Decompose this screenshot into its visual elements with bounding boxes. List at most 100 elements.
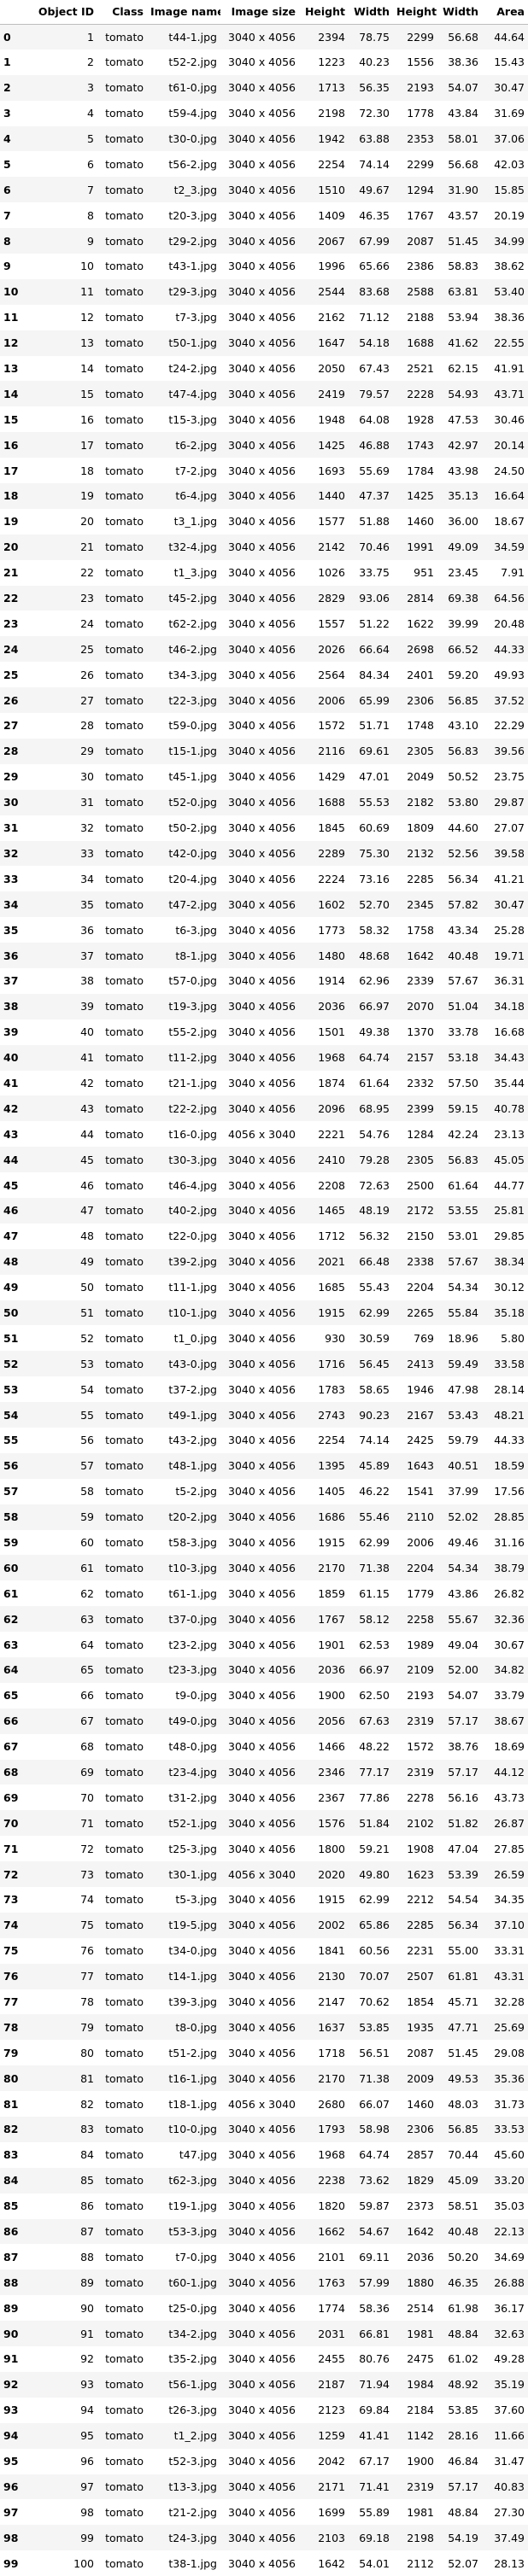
table-cell: 2170 <box>318 2071 345 2085</box>
table-cell: t15-3.jpg <box>168 412 217 426</box>
table-cell: 58.12 <box>359 1612 390 1626</box>
table-row: 58 59 tomato t20-2.jpg 3040 x 4056 1686 55.46 2… <box>0 1504 528 1530</box>
table-cell: 2009 <box>407 2071 434 2085</box>
table-cell: tomato <box>105 2556 144 2570</box>
table-cell: 56.83 <box>448 745 478 758</box>
table-cell: t1_3.jpg <box>173 566 217 580</box>
table-cell: 95 <box>80 2429 94 2443</box>
table-cell: 2170 <box>318 1561 345 1574</box>
table-cell: 2193 <box>407 81 434 95</box>
table-cell: tomato <box>105 1816 144 1830</box>
table-cell: 56.32 <box>359 1230 390 1243</box>
table-cell: 94 <box>80 2404 94 2417</box>
table-cell: 21 <box>80 540 94 554</box>
table-cell: tomato <box>105 2404 144 2417</box>
table-cell: 34.43 <box>494 1051 525 1065</box>
table-cell: 3040 x 4056 <box>228 1281 296 1294</box>
table-cell: 1880 <box>407 2275 434 2289</box>
table-cell: 3040 x 4056 <box>228 30 296 44</box>
table-cell: 56.83 <box>448 1153 478 1166</box>
table-row: 55 56 tomato t43-2.jpg 3040 x 4056 2254 74.14 2… <box>0 1427 528 1453</box>
table-cell: 53.85 <box>448 2404 478 2417</box>
row-index: 37 <box>3 974 19 988</box>
table-cell: 1395 <box>318 1459 345 1473</box>
table-cell: 67.63 <box>359 1714 390 1728</box>
table-cell: 2278 <box>407 1790 434 1804</box>
table-cell: 37.10 <box>494 1919 525 1932</box>
table-cell: tomato <box>105 81 144 95</box>
table-cell: 1773 <box>318 923 345 937</box>
table-row: 67 68 tomato t48-0.jpg 3040 x 4056 1466 48.22 1… <box>0 1733 528 1760</box>
table-cell: t61-0.jpg <box>168 81 217 95</box>
row-index: 31 <box>3 821 19 835</box>
table-cell: 1928 <box>407 412 434 426</box>
table-row: 65 66 tomato t9-0.jpg 3040 x 4056 1900 62.50 21… <box>0 1682 528 1709</box>
table-cell: 1900 <box>318 1689 345 1703</box>
table-cell: tomato <box>105 1689 144 1703</box>
table-cell: tomato <box>105 208 144 222</box>
table-cell: 2006 <box>407 1535 434 1549</box>
table-cell: 3040 x 4056 <box>228 616 296 630</box>
table-cell: 3040 x 4056 <box>228 1382 296 1396</box>
table-row: 24 25 tomato t46-2.jpg 3040 x 4056 2026 66.64 2… <box>0 636 528 663</box>
table-cell: 23.75 <box>494 770 525 784</box>
row-index: 65 <box>3 1689 19 1703</box>
table-cell: tomato <box>105 2455 144 2468</box>
table-cell: 84 <box>80 2148 94 2162</box>
table-cell: t52-0.jpg <box>168 796 217 809</box>
table-cell: 18 <box>80 464 94 477</box>
table-cell: 46 <box>80 1178 94 1192</box>
table-cell: 43.31 <box>494 1970 525 1983</box>
table-cell: 81 <box>80 2071 94 2085</box>
table-cell: 1996 <box>318 260 345 273</box>
row-index: 56 <box>3 1459 19 1473</box>
table-cell: 67.99 <box>359 234 390 248</box>
table-row: 6 7 tomato t2_3.jpg 3040 x 4056 1510 49.67 1294… <box>0 177 528 203</box>
table-cell: 2319 <box>407 2480 434 2493</box>
table-cell: t40-2.jpg <box>168 1204 217 1218</box>
table-cell: t37-2.jpg <box>168 1382 217 1396</box>
table-row: 15 16 tomato t15-3.jpg 3040 x 4056 1948 64.08 1… <box>0 406 528 433</box>
row-index: 47 <box>3 1230 19 1243</box>
table-cell: 1577 <box>318 515 345 529</box>
table-cell: 48.03 <box>448 2097 478 2111</box>
table-cell: 29.85 <box>494 1230 525 1243</box>
table-cell: 3040 x 4056 <box>228 2556 296 2570</box>
table-row: 22 23 tomato t45-2.jpg 3040 x 4056 2829 93.06 2… <box>0 585 528 611</box>
table-cell: 30 <box>80 770 94 784</box>
table-cell: 53.55 <box>448 1204 478 1218</box>
table-cell: 44.64 <box>494 30 525 44</box>
table-cell: 34.18 <box>494 1000 525 1013</box>
table-cell: 41.62 <box>448 336 478 350</box>
table-cell: 2198 <box>407 2531 434 2544</box>
row-index: 99 <box>3 2556 19 2570</box>
table-cell: 46.22 <box>359 1485 390 1498</box>
table-cell: 58.32 <box>359 923 390 937</box>
table-cell: 54 <box>80 1382 94 1396</box>
table-cell: 56.16 <box>448 1790 478 1804</box>
table-cell: 40.51 <box>448 1459 478 1473</box>
table-cell: 86 <box>80 2199 94 2213</box>
row-index: 1 <box>3 55 11 69</box>
table-cell: 62.99 <box>359 1893 390 1907</box>
row-index: 97 <box>3 2505 19 2519</box>
table-cell: 26.59 <box>494 1867 525 1881</box>
table-cell: 1602 <box>318 897 345 911</box>
table-row: 95 96 tomato t52-3.jpg 3040 x 4056 2042 67.17 1… <box>0 2448 528 2474</box>
table-cell: 2162 <box>318 311 345 324</box>
table-row: 82 83 tomato t10-0.jpg 3040 x 4056 1793 58.98 2… <box>0 2117 528 2142</box>
table-cell: 80.76 <box>359 2352 390 2366</box>
table-cell: 3040 x 4056 <box>228 2123 296 2136</box>
table-cell: 3040 x 4056 <box>228 2174 296 2188</box>
table-cell: tomato <box>105 489 144 503</box>
table-cell: 1874 <box>318 1076 345 1089</box>
table-cell: 1501 <box>318 1025 345 1039</box>
table-row: 75 76 tomato t34-0.jpg 3040 x 4056 1841 60.56 2… <box>0 1937 528 1964</box>
table-row: 71 72 tomato t25-3.jpg 3040 x 4056 1800 59.21 1… <box>0 1836 528 1862</box>
table-cell: 47 <box>80 1204 94 1218</box>
table-cell: 1841 <box>318 1944 345 1958</box>
table-cell: tomato <box>105 1612 144 1626</box>
table-cell: 3040 x 4056 <box>228 2429 296 2443</box>
table-cell: 1845 <box>318 821 345 835</box>
table-row: 73 74 tomato t5-3.jpg 3040 x 4056 1915 62.99 22… <box>0 1887 528 1913</box>
